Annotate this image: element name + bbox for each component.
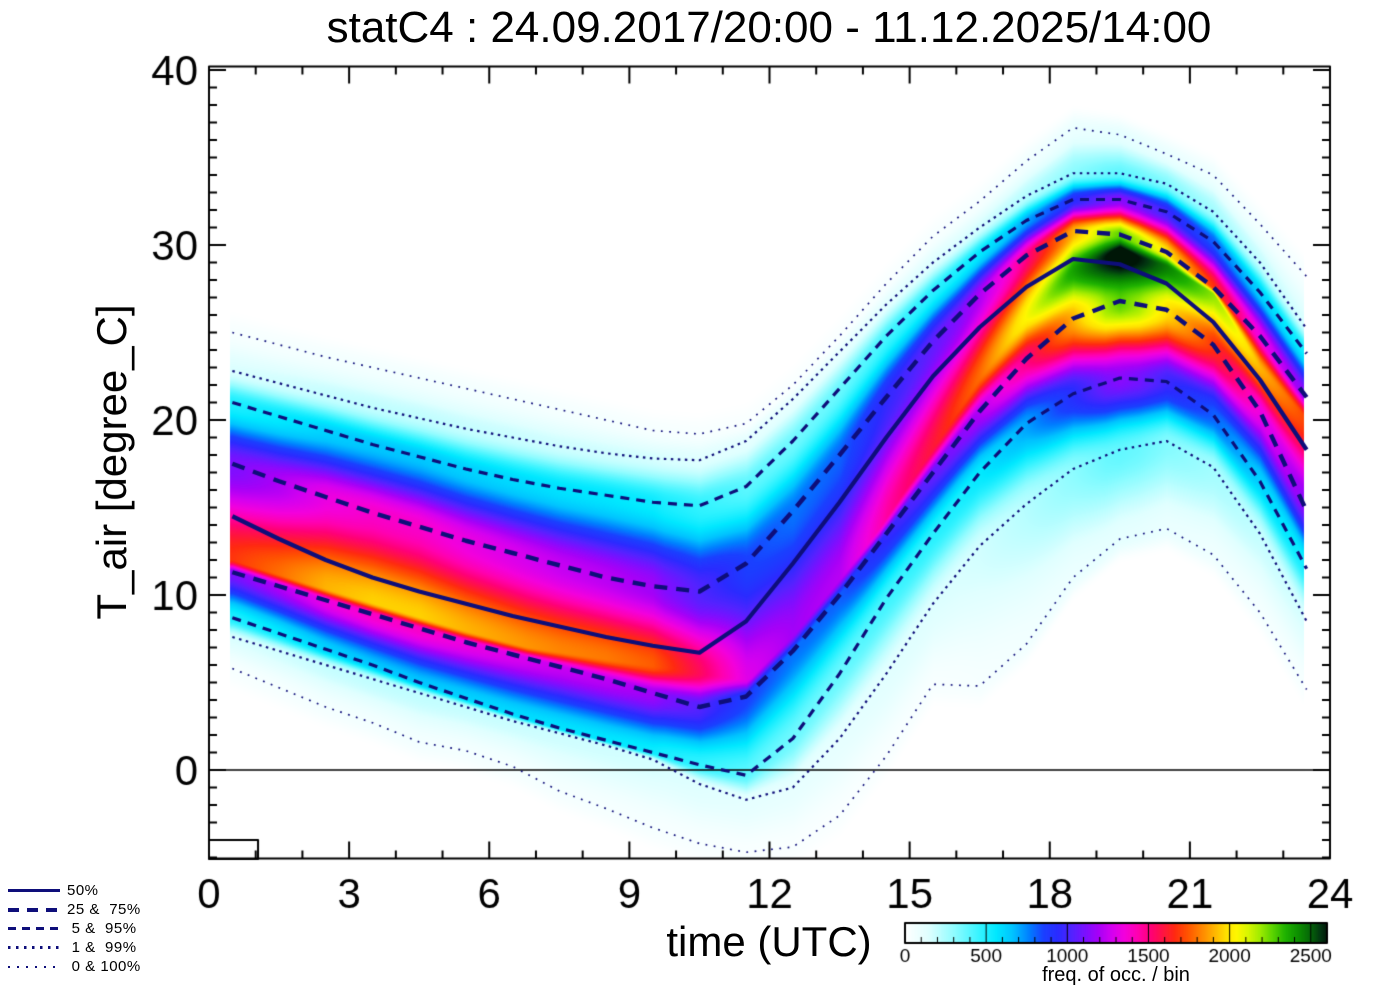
legend-item-50: 50% [8, 881, 141, 900]
legend-line-solid [8, 888, 60, 893]
legend-line-dotted [8, 946, 60, 949]
legend-line-dashed [8, 927, 60, 930]
legend-item-label: 1 & 99% [67, 939, 137, 956]
y-axis-label: T_air [degree_C] [88, 304, 135, 620]
colorbar-label: freq. of occ. / bin [1042, 964, 1190, 986]
legend-item-1-99: 1 & 99% [8, 938, 141, 957]
legend-item-5-95: 5 & 95% [8, 919, 141, 938]
legend-item-label: 50% [67, 882, 99, 899]
legend-item-0-100: 0 & 100% [8, 957, 141, 976]
legend: 50% 25 & 75% 5 & 95% 1 & 99% 0 & 100% [8, 881, 141, 976]
legend-item-label: 5 & 95% [67, 920, 137, 937]
legend-line-dotted-fine [8, 965, 60, 968]
chart-title: statC4 : 24.09.2017/20:00 - 11.12.2025/1… [326, 3, 1212, 52]
legend-item-25-75: 25 & 75% [8, 900, 141, 919]
legend-line-dashed-bold [8, 907, 60, 912]
legend-item-label: 0 & 100% [67, 958, 141, 975]
x-axis-label: time (UTC) [666, 918, 872, 965]
legend-item-label: 25 & 75% [67, 901, 141, 918]
